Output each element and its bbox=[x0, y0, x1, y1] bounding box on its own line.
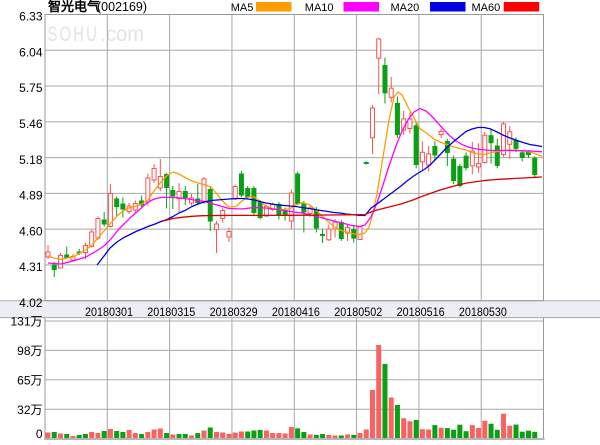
svg-text:(002169): (002169) bbox=[97, 0, 147, 14]
svg-text:MA20: MA20 bbox=[391, 2, 420, 14]
svg-text:32万: 32万 bbox=[17, 403, 42, 417]
svg-text:5.18: 5.18 bbox=[19, 153, 43, 167]
svg-text:MA10: MA10 bbox=[305, 2, 334, 14]
svg-text:0: 0 bbox=[36, 427, 43, 440]
svg-text:4.31: 4.31 bbox=[19, 260, 43, 274]
svg-text:65万: 65万 bbox=[17, 374, 42, 388]
svg-text:98万: 98万 bbox=[17, 344, 42, 358]
svg-text:SOHU: SOHU bbox=[48, 23, 100, 46]
svg-text:131万: 131万 bbox=[10, 315, 42, 329]
svg-text:6.33: 6.33 bbox=[19, 10, 43, 24]
svg-text:4.60: 4.60 bbox=[19, 224, 43, 238]
svg-text:智光电气: 智光电气 bbox=[48, 0, 100, 14]
svg-text:20180301: 20180301 bbox=[85, 305, 133, 319]
svg-text:20180516: 20180516 bbox=[397, 305, 445, 319]
svg-text:.com: .com bbox=[101, 23, 145, 46]
svg-text:4.02: 4.02 bbox=[19, 296, 43, 310]
svg-text:MA60: MA60 bbox=[472, 2, 501, 14]
svg-text:5.75: 5.75 bbox=[19, 81, 43, 95]
svg-text:20180315: 20180315 bbox=[147, 305, 195, 319]
svg-text:20180530: 20180530 bbox=[459, 305, 507, 319]
svg-text:20180416: 20180416 bbox=[272, 305, 320, 319]
svg-text:MA5: MA5 bbox=[231, 2, 254, 14]
svg-text:20180329: 20180329 bbox=[210, 305, 258, 319]
svg-text:5.46: 5.46 bbox=[19, 117, 43, 131]
svg-text:6.04: 6.04 bbox=[19, 46, 43, 60]
svg-text:20180502: 20180502 bbox=[334, 305, 382, 319]
svg-text:4.89: 4.89 bbox=[19, 189, 43, 203]
